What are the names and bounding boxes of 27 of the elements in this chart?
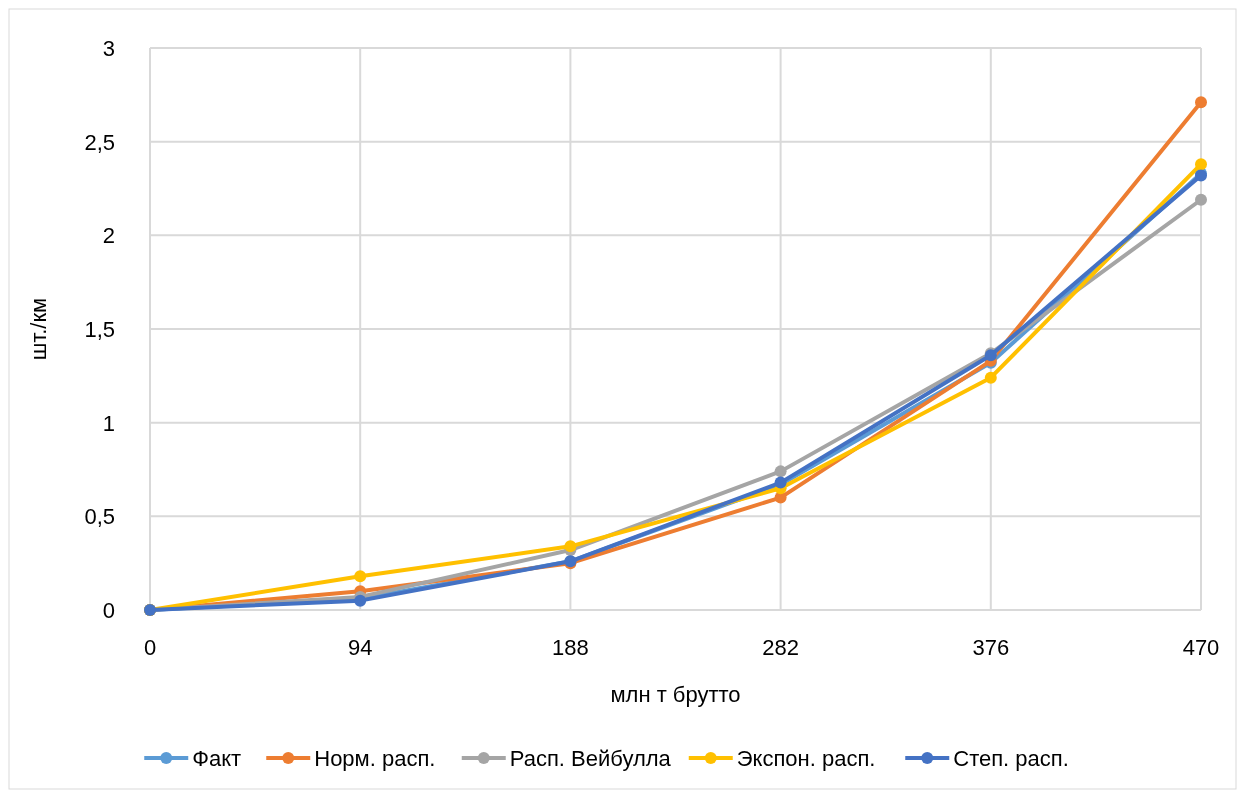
legend-label: Норм. расп. <box>314 746 436 771</box>
point <box>1195 158 1207 171</box>
point <box>774 465 787 478</box>
point <box>564 540 577 553</box>
y-tick-label: 1,5 <box>84 317 115 342</box>
x-tick-label: 376 <box>972 635 1010 660</box>
x-tick-label: 282 <box>762 635 799 660</box>
y-tick-label: 1 <box>102 410 115 436</box>
legend-label: Факт <box>192 746 242 771</box>
legend-label: Расп. Вейбулла <box>509 746 672 771</box>
legend-label: Экспон. расп. <box>736 746 876 771</box>
x-tick-label: 0 <box>143 635 157 660</box>
y-tick-label: 2,5 <box>84 129 115 155</box>
point <box>984 371 997 384</box>
point <box>1195 96 1207 109</box>
y-tick-label: 0,5 <box>84 504 115 530</box>
y-axis-title: шт./км <box>26 297 51 361</box>
y-tick-label: 3 <box>102 36 115 61</box>
legend-label: Степ. расп. <box>953 746 1069 771</box>
point <box>1195 193 1207 206</box>
x-tick-label: 470 <box>1182 635 1220 660</box>
y-tick-label: 2 <box>102 223 115 249</box>
x-axis-title: млн т брутто <box>610 682 741 707</box>
point <box>354 570 367 583</box>
x-tick-label: 188 <box>552 635 589 660</box>
y-tick-label: 0 <box>102 598 115 623</box>
x-tick-label: 94 <box>347 635 373 660</box>
